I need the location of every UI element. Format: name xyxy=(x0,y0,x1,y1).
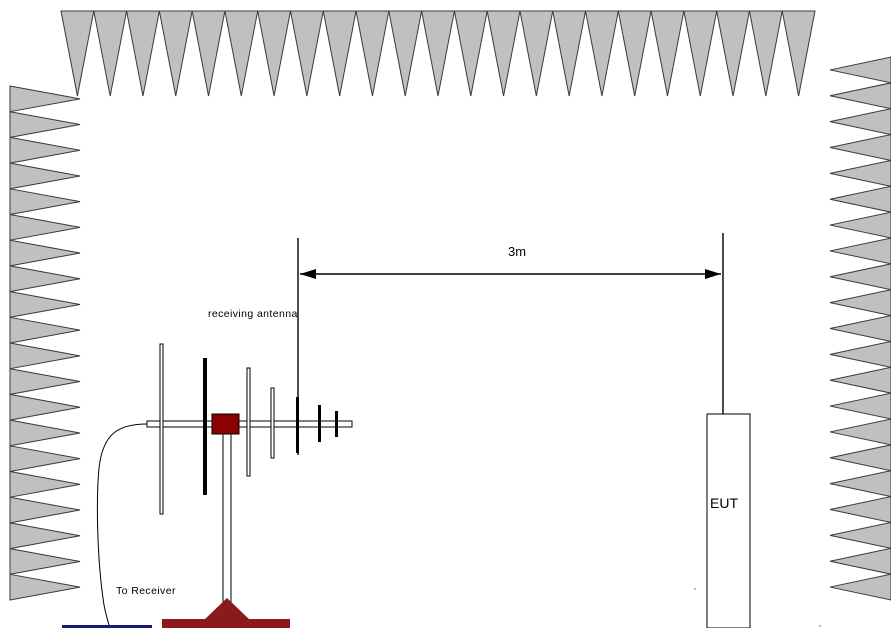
ceiling-absorber-cone xyxy=(781,10,816,97)
ceiling-absorber-cone xyxy=(191,10,226,97)
left-wall-absorber-cone xyxy=(9,445,81,473)
ceiling-absorber-cone xyxy=(322,10,357,97)
right-wall-absorber-cone xyxy=(829,211,891,239)
ceiling-absorber-cone xyxy=(748,10,783,97)
eut-label: EUT xyxy=(710,495,738,511)
left-wall-absorber-cone xyxy=(9,393,81,421)
right-wall-absorber-cone xyxy=(829,289,891,317)
left-wall-absorber-cone xyxy=(9,573,81,601)
ceiling-absorber-cone xyxy=(158,10,193,97)
ceiling-absorber-cone xyxy=(388,10,423,97)
left-wall-absorber-cone xyxy=(9,522,81,550)
antenna-mast xyxy=(222,431,232,623)
stray-dot xyxy=(694,588,696,590)
antenna-hub xyxy=(211,413,240,435)
antenna-element-4 xyxy=(270,387,275,459)
ceiling-absorber-cone xyxy=(486,10,521,97)
ceiling-absorbers xyxy=(60,10,816,97)
right-wall-absorber-cone xyxy=(829,547,891,575)
distance-dimension: 3m xyxy=(297,233,724,455)
right-wall-absorber-cone xyxy=(829,237,891,265)
antenna-element-3 xyxy=(246,367,251,477)
ceiling-absorber-cone xyxy=(93,10,128,97)
arrow-left-icon xyxy=(300,269,316,279)
ceiling-absorber-cone xyxy=(453,10,488,97)
ceiling-absorber-cone xyxy=(60,10,95,97)
left-wall-absorber-cone xyxy=(9,368,81,396)
right-wall-absorbers xyxy=(829,56,891,601)
ceiling-absorber-cone xyxy=(716,10,751,97)
right-wall-absorber-cone xyxy=(829,366,891,394)
ceiling-absorber-cone xyxy=(552,10,587,97)
antenna-element-1 xyxy=(159,343,164,515)
antenna-element-2 xyxy=(203,358,207,495)
right-wall-absorber-cone xyxy=(829,108,891,136)
receiver-cable xyxy=(96,423,148,628)
ceiling-absorber-cone xyxy=(584,10,619,97)
left-wall-absorber-cone xyxy=(9,111,81,139)
left-wall-absorber-cone xyxy=(9,419,81,447)
eut-box xyxy=(706,413,751,628)
antenna-element-6 xyxy=(318,405,321,442)
left-wall-absorber-cone xyxy=(9,470,81,498)
mast-base-foot xyxy=(204,598,250,620)
receiver-label: To Receiver xyxy=(116,585,176,597)
ceiling-absorber-cone xyxy=(257,10,292,97)
left-wall-absorber-cone xyxy=(9,188,81,216)
ceiling-absorber-cone xyxy=(650,10,685,97)
left-wall-absorber-cone xyxy=(9,85,81,113)
right-wall-absorber-cone xyxy=(829,159,891,187)
left-wall-absorber-cone xyxy=(9,136,81,164)
distance-label: 3m xyxy=(508,244,526,259)
arrow-right-icon xyxy=(705,269,721,279)
right-wall-absorber-cone xyxy=(829,263,891,291)
right-wall-absorber-cone xyxy=(829,444,891,472)
ceiling-absorber-cone xyxy=(617,10,652,97)
right-wall-absorber-cone xyxy=(829,340,891,368)
left-wall-absorber-cone xyxy=(9,496,81,524)
right-wall-absorber-cone xyxy=(829,185,891,213)
right-wall-absorber-cone xyxy=(829,392,891,420)
right-wall-absorber-cone xyxy=(829,418,891,446)
right-wall-absorber-cone xyxy=(829,521,891,549)
left-wall-absorber-cone xyxy=(9,547,81,575)
eut: EUT xyxy=(706,413,751,628)
right-wall-absorber-cone xyxy=(829,315,891,342)
ceiling-absorber-cone xyxy=(289,10,324,97)
stray-dot xyxy=(819,625,821,627)
antenna-label: receiving antenna xyxy=(208,308,298,320)
ceiling-absorber-cone xyxy=(355,10,390,97)
right-wall-absorber-cone xyxy=(829,82,891,110)
receiver-box xyxy=(62,625,152,628)
antenna-elements xyxy=(159,343,338,515)
left-wall-absorbers xyxy=(9,85,81,601)
right-wall-absorber-cone xyxy=(829,56,891,84)
right-wall-absorber-cone xyxy=(829,134,891,161)
ceiling-absorber-cone xyxy=(125,10,160,97)
mast-base-plate xyxy=(162,619,290,628)
antenna-element-5 xyxy=(296,397,299,453)
ceiling-absorber-cone xyxy=(519,10,554,97)
left-wall-absorber-cone xyxy=(9,342,81,370)
left-wall-absorber-cone xyxy=(9,162,81,190)
right-wall-absorber-cone xyxy=(829,496,891,523)
right-wall-absorber-cone xyxy=(829,573,891,601)
receiving-antenna: receiving antenna xyxy=(96,308,353,628)
right-wall-absorber-cone xyxy=(829,470,891,498)
ceiling-absorber-cone xyxy=(224,10,259,97)
left-wall-absorber-cone xyxy=(9,239,81,267)
antenna-element-7 xyxy=(335,411,338,437)
left-wall-absorber-cone xyxy=(9,316,81,344)
ceiling-absorber-cone xyxy=(683,10,718,97)
left-wall-absorber-cone xyxy=(9,290,81,318)
ceiling-absorber-cone xyxy=(421,10,455,97)
left-wall-absorber-cone xyxy=(9,265,81,293)
left-wall-absorber-cone xyxy=(9,213,81,241)
